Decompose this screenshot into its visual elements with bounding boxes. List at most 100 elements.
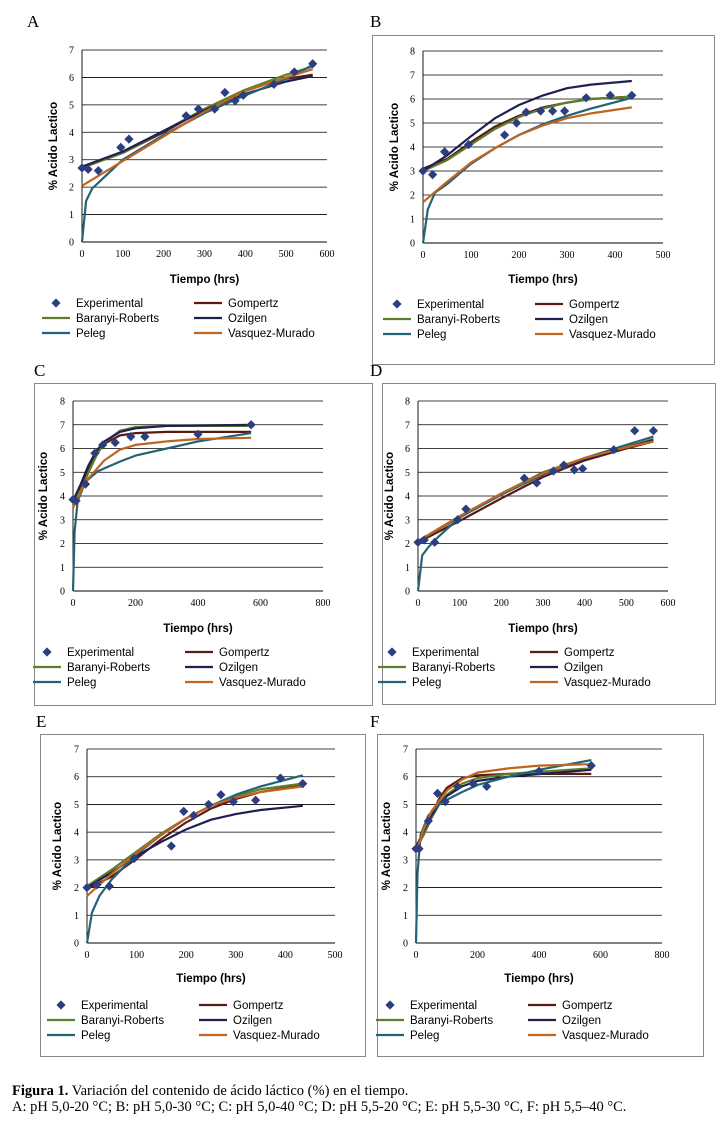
panel-frame (377, 734, 704, 1057)
series-line-peleg (80, 64, 314, 243)
series-line-ozilgen (81, 75, 313, 168)
x-tick-label: 600 (661, 598, 676, 609)
data-point-experimental (500, 130, 510, 140)
data-point-experimental (536, 106, 546, 116)
x-tick-label: 300 (536, 598, 551, 609)
legend-marker-experimental (385, 1000, 395, 1010)
y-axis-title: % Acido Lactico (381, 802, 393, 890)
data-point-experimental (129, 853, 139, 864)
data-point-experimental (140, 432, 150, 442)
y-tick-label: 2 (405, 539, 410, 550)
chart-svg: 0 1 2 3 4 5 6 7 0 200 400 600 800 Tiempo (hrs) % Acido… (376, 745, 670, 1042)
legend-label-gompertz: Gompertz (562, 1000, 613, 1012)
x-tick-label: 800 (316, 598, 331, 609)
series-line-ozilgen (415, 768, 592, 848)
series-line-vasquez (417, 440, 654, 543)
y-tick-label: 2 (69, 183, 74, 194)
chart-svg: 0 1 2 3 4 5 6 7 8 0 100 200 300 400 500 600 Tiempo (hrs)… (378, 397, 676, 689)
caption-panels: A: pH 5,0-20 °C; B: pH 5,0-30 °C; C: pH … (12, 1099, 627, 1115)
y-tick-label: 6 (405, 444, 410, 455)
y-tick-label: 1 (403, 911, 408, 922)
y-tick-label: 4 (60, 492, 65, 503)
panel-frame (382, 383, 716, 705)
legend-label-peleg: Peleg (67, 677, 96, 689)
data-point-experimental (648, 426, 659, 436)
x-axis-title: Tiempo (hrs) (504, 973, 574, 985)
legend-label-baranyi: Baranyi-Roberts (417, 314, 500, 326)
y-tick-label: 0 (74, 939, 79, 950)
chart-svg: 0 1 2 3 4 5 6 7 0 100 200 300 400 500 600 Tiempo (hrs)%… (42, 46, 335, 340)
y-axis-title: % Acido Lactico (389, 103, 401, 191)
x-axis-title: Tiempo (hrs) (163, 623, 233, 635)
y-tick-label: 3 (405, 515, 410, 526)
x-tick-label: 300 (197, 249, 212, 260)
series-line-ozilgen (72, 423, 252, 502)
legend-label-experimental: Experimental (410, 1000, 477, 1012)
x-tick-label: 400 (577, 598, 592, 609)
x-axis-title: Tiempo (hrs) (170, 274, 240, 286)
series-line-peleg (414, 759, 592, 944)
y-tick-label: 1 (410, 215, 415, 226)
data-point-experimental (418, 166, 428, 176)
y-tick-label: 4 (410, 143, 415, 154)
y-tick-label: 8 (405, 397, 410, 408)
data-point-experimental (216, 790, 226, 800)
y-tick-label: 6 (60, 444, 65, 455)
data-point-experimental (521, 107, 531, 117)
y-tick-label: 0 (410, 239, 415, 250)
x-tick-label: 400 (608, 250, 623, 261)
panel-letter: A (27, 12, 40, 31)
y-tick-label: 7 (69, 46, 74, 57)
y-tick-label: 0 (60, 587, 65, 598)
y-tick-label: 6 (403, 772, 408, 783)
legend-label-ozilgen: Ozilgen (228, 313, 267, 325)
data-point-experimental (98, 440, 108, 450)
data-point-experimental (71, 496, 81, 506)
y-axis-title: % Acido Lactico (52, 802, 64, 890)
y-tick-label: 3 (74, 855, 79, 866)
data-point-experimental (519, 473, 529, 483)
legend-marker-experimental (42, 647, 52, 657)
y-axis-title: % Acido Lactico (384, 452, 396, 540)
y-tick-label: 4 (403, 828, 408, 839)
x-tick-label: 200 (156, 249, 171, 260)
legend-label-ozilgen: Ozilgen (569, 314, 608, 326)
chart-panel-a: A 0 1 2 3 4 5 6 7 0 100 200 300 400 500 600 Tiempo (hrs… (10, 10, 345, 355)
data-point-experimental (532, 478, 542, 488)
x-tick-label: 0 (71, 598, 76, 609)
series-line-vasquez (86, 785, 303, 897)
legend-label-baranyi: Baranyi-Roberts (412, 662, 495, 674)
caption-text: Variación del contenido de ácido láctico… (68, 1083, 409, 1099)
y-tick-label: 7 (403, 745, 408, 756)
x-tick-label: 100 (129, 950, 144, 961)
legend-marker-experimental (51, 298, 61, 308)
data-point-experimental (77, 163, 87, 173)
data-point-experimental (238, 90, 248, 100)
x-tick-label: 400 (532, 950, 547, 961)
y-tick-label: 3 (403, 855, 408, 866)
y-axis-title: % Acido Lactico (48, 102, 60, 190)
y-tick-label: 0 (69, 238, 74, 249)
x-tick-label: 0 (416, 598, 421, 609)
series-line-peleg (85, 774, 304, 944)
legend-label-baranyi: Baranyi-Roberts (81, 1015, 164, 1027)
y-tick-label: 4 (405, 492, 410, 503)
series-line-vasquez (81, 68, 314, 187)
y-tick-label: 3 (410, 167, 415, 178)
legend-label-vasquez: Vasquez-Murado (219, 677, 306, 689)
legend-label-vasquez: Vasquez-Murado (569, 329, 656, 341)
series-line-peleg (416, 435, 654, 592)
legend-label-peleg: Peleg (417, 329, 446, 341)
data-point-experimental (586, 761, 596, 771)
data-point-experimental (308, 59, 318, 69)
y-tick-label: 5 (60, 468, 65, 479)
legend-label-gompertz: Gompertz (233, 1000, 284, 1012)
chart-svg: 0 1 2 3 4 5 6 7 8 0 100 200 300 400 500 Tiempo (hrs) % A… (383, 47, 671, 341)
panel-frame (40, 734, 366, 1057)
panel-letter: C (34, 361, 46, 380)
x-tick-label: 600 (593, 950, 608, 961)
x-tick-label: 500 (619, 598, 634, 609)
data-point-experimental (559, 460, 569, 470)
data-point-experimental (630, 426, 640, 436)
data-point-experimental (193, 104, 203, 114)
